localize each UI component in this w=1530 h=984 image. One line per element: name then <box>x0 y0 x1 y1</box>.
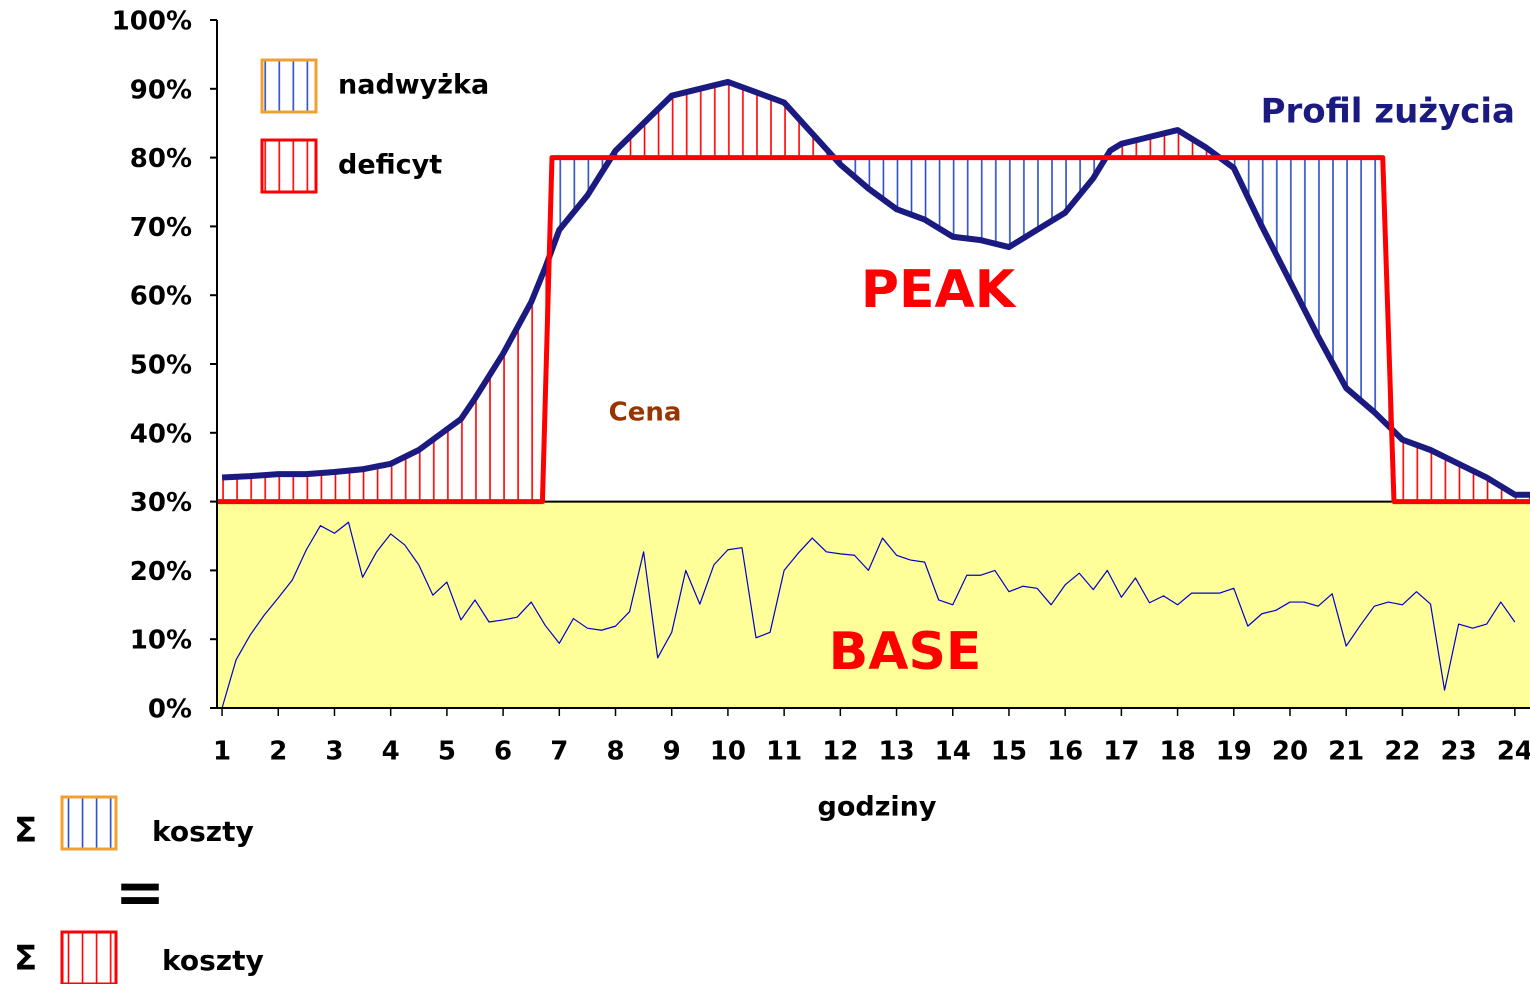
y-tick-label: 50% <box>130 351 192 381</box>
x-tick-label: 4 <box>382 737 400 767</box>
x-tick-label: 17 <box>1103 737 1139 767</box>
y-tick-label: 20% <box>130 557 192 587</box>
equation-swatch <box>60 795 118 851</box>
x-tick-label: 2 <box>269 737 287 767</box>
legend-swatch <box>260 58 318 114</box>
cost-label: koszty <box>152 815 254 848</box>
y-tick-label: 70% <box>130 213 192 243</box>
y-tick-label: 40% <box>130 419 192 449</box>
y-tick-label: 0% <box>148 695 192 725</box>
y-tick-label: 80% <box>130 144 192 174</box>
y-tick-label: 100% <box>112 7 192 37</box>
x-tick-label: 22 <box>1384 737 1420 767</box>
x-tick-label: 14 <box>935 737 971 767</box>
sigma: Σ <box>14 811 37 851</box>
series-label: Profil zużycia <box>1261 92 1515 132</box>
equation-swatch <box>60 930 118 984</box>
equals: = <box>115 858 165 928</box>
x-tick-label: 5 <box>438 737 456 767</box>
x-tick-label: 12 <box>822 737 858 767</box>
cost-label: koszty <box>162 944 264 977</box>
x-tick-label: 23 <box>1441 737 1477 767</box>
annotation: BASE <box>829 622 982 682</box>
x-tick-label: 6 <box>494 737 512 767</box>
series-line <box>217 155 1530 505</box>
x-tick-label: 15 <box>991 737 1027 767</box>
x-tick-label: 18 <box>1159 737 1195 767</box>
x-tick-label: 16 <box>1047 737 1083 767</box>
legend-swatch <box>260 138 318 194</box>
y-tick-label: 30% <box>130 488 192 518</box>
series-line <box>221 521 1516 709</box>
x-tick-label: 21 <box>1328 737 1364 767</box>
x-tick-label: 1 <box>213 737 231 767</box>
x-tick-label: 7 <box>550 737 568 767</box>
x-tick-label: 8 <box>606 737 624 767</box>
y-tick-label: 90% <box>130 75 192 105</box>
x-axis-label: godziny <box>818 792 937 823</box>
x-tick-label: 11 <box>766 737 802 767</box>
x-tick-label: 20 <box>1272 737 1308 767</box>
legend-label: deficyt <box>338 150 442 181</box>
series-label: Cena <box>609 398 682 428</box>
x-tick-label: 10 <box>710 737 746 767</box>
x-tick-label: 3 <box>325 737 343 767</box>
annotation: PEAK <box>861 260 1017 320</box>
y-tick-label: 10% <box>130 626 192 656</box>
legend-label: nadwyżka <box>338 70 489 101</box>
series-line <box>221 78 1530 498</box>
y-tick-label: 60% <box>130 282 192 312</box>
x-tick-label: 13 <box>878 737 914 767</box>
x-tick-label: 19 <box>1216 737 1252 767</box>
x-tick-label: 9 <box>663 737 681 767</box>
sigma: Σ <box>14 939 37 979</box>
base-area <box>217 501 1530 708</box>
x-tick-label: 24 <box>1497 737 1530 767</box>
